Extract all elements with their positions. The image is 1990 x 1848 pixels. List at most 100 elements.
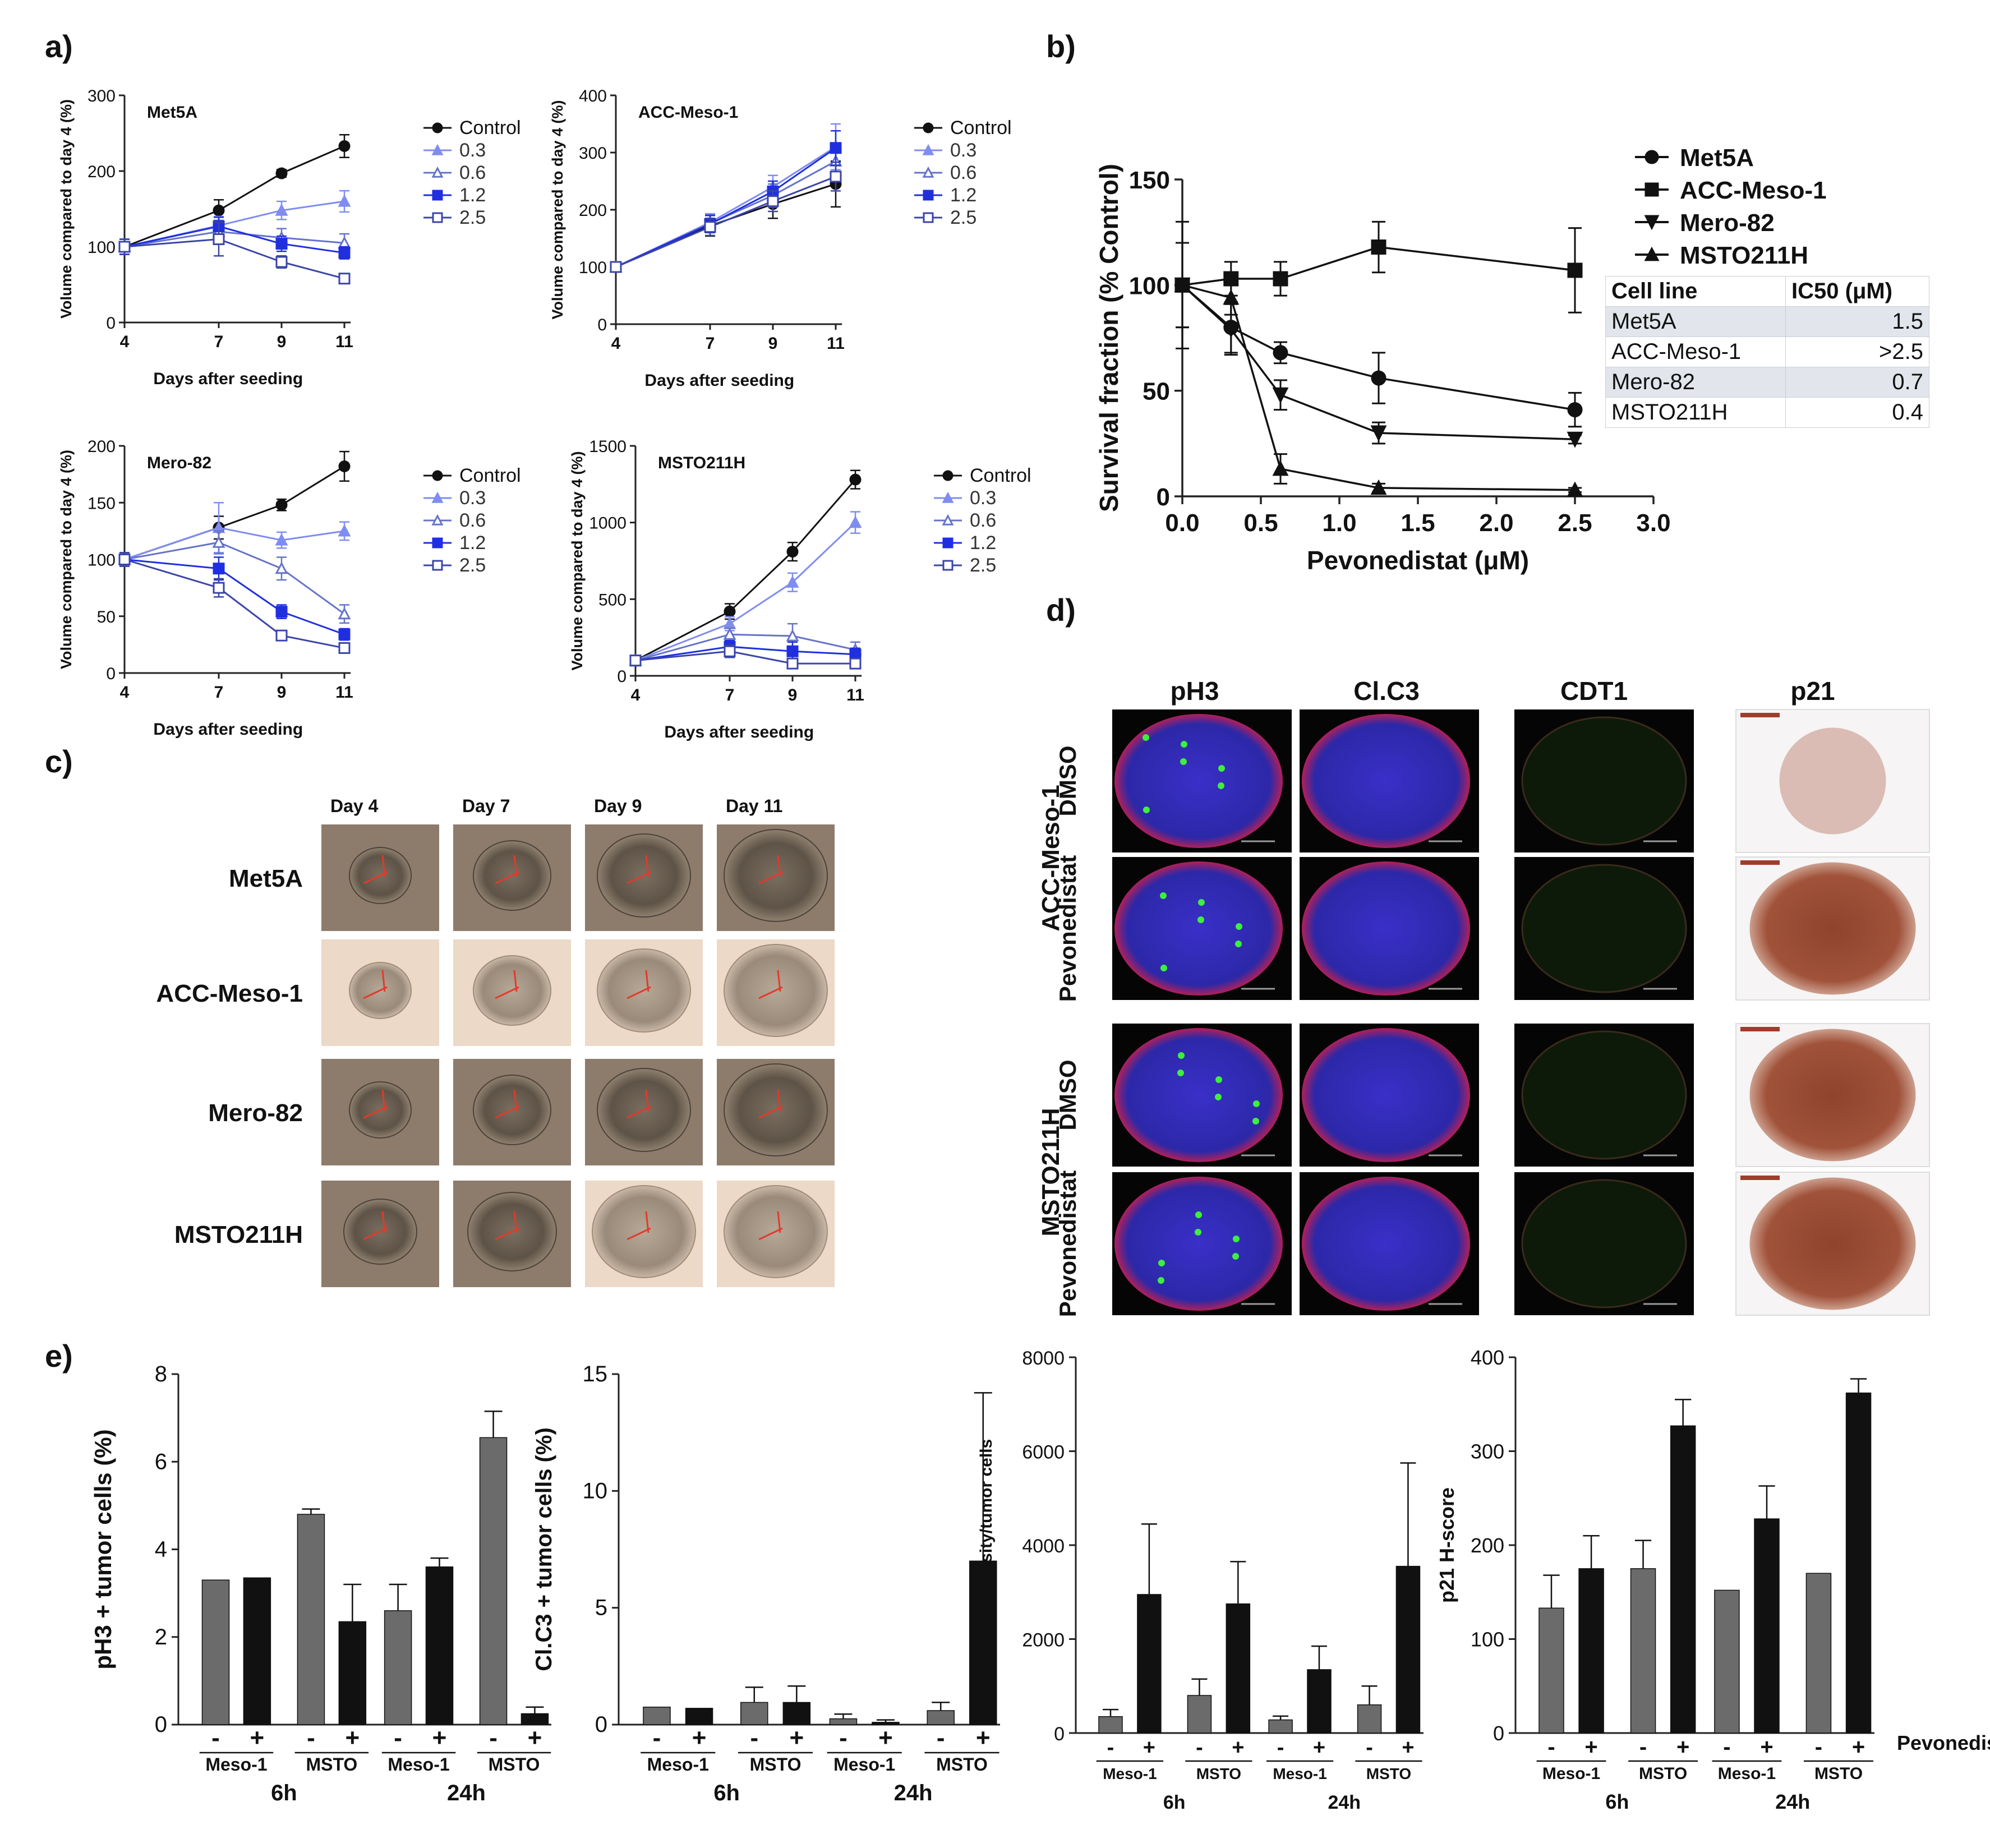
diameter-marker [363,986,388,999]
legend-marker [1644,150,1659,164]
legend-label: 0.3 [970,487,996,509]
data-point [849,473,862,486]
legend-label: ACC-Meso-1 [1680,177,1827,204]
legend-label: 2.5 [459,555,486,576]
legend-label: 1.2 [950,185,976,206]
stained-spheroid [1521,716,1687,846]
positive-cell [1233,1236,1240,1242]
data-point [338,140,351,152]
scale-bar [1740,713,1780,717]
series-line [124,238,345,280]
data-point [213,563,225,575]
data-point [212,535,225,548]
day-column-header: Day 11 [726,796,782,816]
legend-marker [431,166,444,178]
data-point [1371,239,1386,255]
legend-marker [923,122,934,133]
diameter-marker [513,970,518,992]
data-point [1273,345,1288,361]
legend-label: Control [459,117,521,139]
subgroup-label: Meso-1 [1542,1764,1600,1783]
positive-cell [1158,1277,1164,1284]
data-point [338,194,351,207]
data-point [213,582,225,594]
y-tick-label: 200 [579,201,607,220]
treatment-sign: - [1723,1735,1730,1759]
subgroup-label: Meso-1 [647,1754,709,1775]
y-tick-label: 300 [87,87,116,105]
data-point [1174,276,1191,292]
series-line [124,466,345,560]
data-point [723,616,736,629]
stained-spheroid [1114,1177,1283,1311]
diameter-marker [777,1089,781,1112]
diameter-marker [513,1211,518,1233]
positive-cell [1197,916,1204,923]
y-tick-label: 100 [87,238,116,257]
data-point [786,657,799,670]
treatment-sign: + [692,1724,707,1752]
legend-marker [923,190,934,201]
treatment-sign: - [307,1724,315,1752]
subgroup-label: MSTO [1366,1765,1411,1782]
time-group-label: 24h [1775,1790,1810,1813]
data-point [275,203,288,216]
bar [1714,1589,1740,1734]
treatment-sign: - [839,1724,847,1752]
treatment-axis-label: Pevonedistat [1897,1731,1990,1754]
data-point [213,204,225,216]
stained-spheroid [1302,714,1470,848]
legend-marker [431,514,444,526]
x-axis-label: Days after seeding [153,370,303,388]
legend-label: 0.3 [459,487,486,509]
bar [520,1713,549,1725]
x-tick-label: 0.0 [1165,509,1199,537]
subgroup-label: MSTO [936,1754,988,1775]
ic50-table-header: Cell line IC50 (μM) [1605,276,1929,307]
legend-label: MSTO211H [1680,242,1808,269]
positive-cell [1218,765,1225,772]
bar [338,1621,367,1725]
diameter-marker [645,855,649,877]
data-point [118,241,131,253]
data-point [338,628,351,640]
data-point [1567,402,1583,418]
legend-marker [942,514,954,526]
legend-label: 2.5 [459,207,486,228]
y-tick-label: 0 [106,665,116,683]
y-axis-label: Volume compared to day 4 (%) [549,100,566,319]
data-point [118,554,131,565]
legend-label: 0.6 [459,162,486,183]
legend-marker [942,537,953,549]
stained-spheroid [1114,714,1283,848]
positive-cell [1158,1260,1165,1266]
diameter-marker [758,1105,783,1119]
stained-spheroid [1114,861,1283,996]
x-tick-label: 9 [277,683,287,702]
panel-label-d: d) [1046,592,1076,628]
diameter-marker [758,1227,783,1241]
bar [740,1702,768,1725]
legend-label: 1.2 [459,185,486,206]
diameter-marker [645,1211,649,1233]
ic50-cell-line: ACC-Meso-1 [1605,337,1786,367]
data-point [1223,289,1240,305]
data-point [338,642,351,654]
y-tick-label: 0 [595,1712,607,1737]
y-tick-label: 10 [583,1478,608,1503]
legend-marker [432,122,443,133]
x-tick-label: 1.0 [1322,509,1356,537]
cell-line-label: Mero-82 [208,1099,303,1127]
cell-line-label: MSTO211H [174,1221,303,1248]
treatment-sign: + [976,1724,991,1752]
diameter-marker [627,986,651,999]
positive-cell [1160,892,1167,899]
diameter-marker [363,1105,388,1119]
legend-label: 0.6 [459,510,486,531]
treatment-sign: + [250,1724,265,1752]
bar [969,1560,997,1725]
positive-cell [1181,741,1187,748]
data-point [338,247,351,259]
treatment-sign: - [1277,1736,1284,1759]
data-point [767,195,779,208]
